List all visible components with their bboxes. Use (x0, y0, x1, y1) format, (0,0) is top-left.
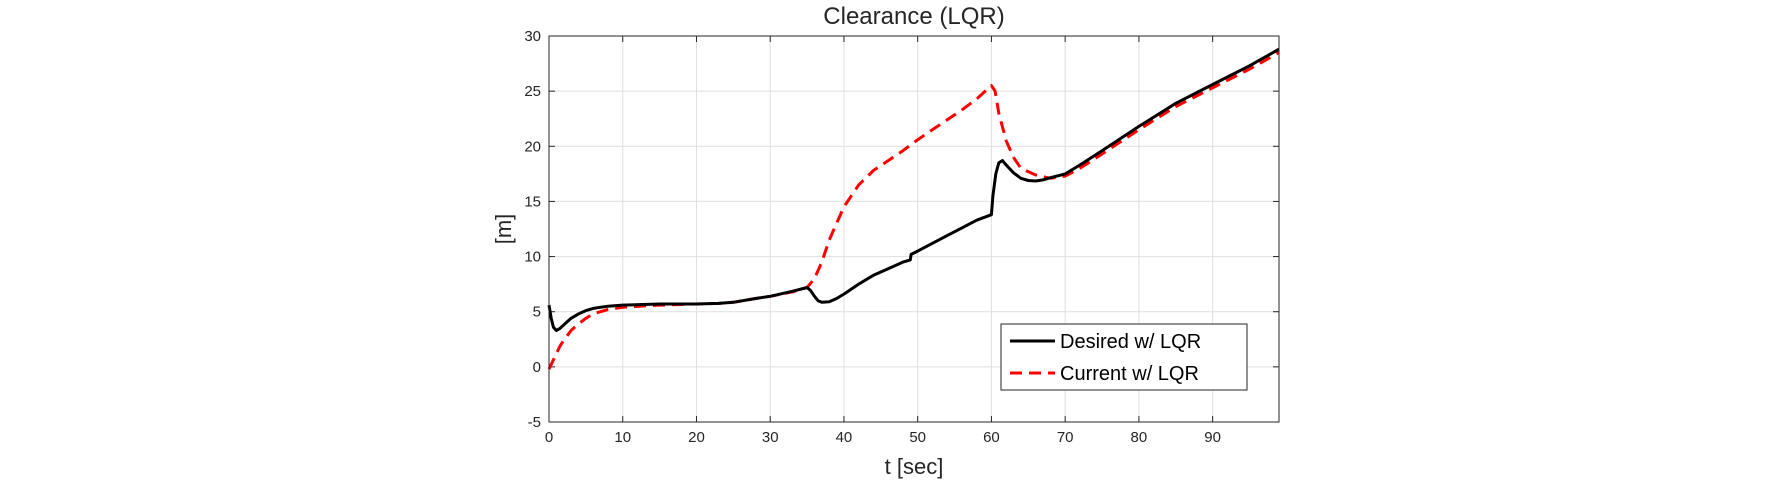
x-tick-label: 0 (545, 429, 553, 446)
y-tick-label: 20 (524, 138, 541, 155)
x-tick-label: 90 (1204, 429, 1221, 446)
legend: Desired w/ LQR Current w/ LQR (1000, 323, 1248, 391)
y-tick-label: 30 (524, 28, 541, 45)
x-tick-label: 60 (983, 429, 1000, 446)
x-axis-label: t [sec] (885, 454, 944, 479)
series-line-desired (547, 47, 1280, 332)
x-tick-label: 10 (614, 429, 631, 446)
y-tick-label: 25 (524, 83, 541, 100)
x-tick-label: 50 (909, 429, 926, 446)
plot-frame (548, 35, 1280, 423)
x-tick-label: 80 (1131, 429, 1148, 446)
y-tick-label: -5 (528, 414, 541, 431)
y-axis-label: [m] (491, 214, 516, 245)
x-tick-label: 30 (762, 429, 779, 446)
y-tick-label: 10 (524, 249, 541, 266)
x-tick-label: 40 (836, 429, 853, 446)
series-lines (547, 47, 1280, 370)
x-tick-label: 20 (688, 429, 705, 446)
y-tick-label: 0 (533, 359, 541, 376)
x-tick-label: 70 (1057, 429, 1074, 446)
y-tick-label: 15 (524, 193, 541, 210)
y-axis-ticks: -5 0 5 10 15 20 25 30 (524, 28, 1279, 431)
legend-entry-desired: Desired w/ LQR (1060, 331, 1201, 353)
y-tick-label: 5 (533, 304, 541, 321)
chart-title: Clearance (LQR) (823, 3, 1004, 30)
legend-entry-current: Current w/ LQR (1060, 363, 1199, 385)
legend-box (1000, 323, 1248, 391)
